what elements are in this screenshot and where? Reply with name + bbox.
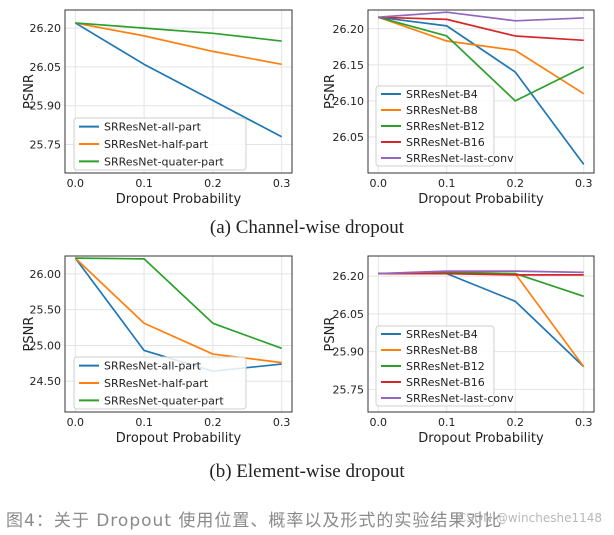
y-tick-label: 25.00 — [30, 339, 62, 352]
x-tick-label: 0.0 — [370, 416, 388, 429]
series-line-srresnet-b16 — [378, 272, 584, 276]
x-axis-label: Dropout Probability — [116, 431, 242, 446]
legend-label: SRResNet-B16 — [406, 376, 485, 389]
plot-frame — [367, 9, 595, 174]
x-tick-label: 0.2 — [506, 177, 524, 190]
legend-label: SRResNet-quater-part — [104, 394, 224, 407]
x-tick-label: 0.1 — [135, 416, 153, 429]
y-tick-label: 26.10 — [333, 95, 365, 108]
y-tick-label: 26.20 — [333, 23, 365, 36]
legend-box — [73, 356, 247, 410]
x-tick-label: 0.0 — [67, 177, 85, 190]
y-tick-label: 25.90 — [30, 100, 62, 113]
legend-label: SRResNet-B4 — [406, 328, 478, 341]
legend-label: SRResNet-B8 — [406, 104, 478, 117]
series-line-srresnet-last-conv — [378, 11, 584, 22]
legend-label: SRResNet-last-conv — [406, 392, 514, 405]
legend-label: SRResNet-all-part — [104, 121, 202, 134]
y-axis-label: PSNR — [323, 317, 338, 352]
subfigure-caption-b: (b) Element-wise dropout — [209, 461, 405, 482]
legend-label: SRResNet-B12 — [406, 120, 485, 133]
y-axis-label: PSNR — [22, 74, 37, 109]
y-tick-label: 26.05 — [333, 308, 365, 321]
y-tick-label: 25.90 — [333, 346, 365, 359]
y-tick-label: 26.05 — [30, 61, 62, 74]
x-tick-label: 0.2 — [506, 416, 524, 429]
chart-channel-blocks: 0.0 0.1 0.2 0.3 26.05 26.10 26.15 26.20 Dropout … — [323, 9, 595, 207]
x-tick-label: 0.3 — [273, 416, 291, 429]
x-tick-label: 0.0 — [370, 177, 388, 190]
chart-channel-all-quarter: 0.0 0.1 0.2 0.3 25.75 25.90 26.05 26.20 Dropout … — [22, 9, 293, 207]
plot-frame — [367, 255, 595, 413]
y-axis-label: PSNR — [22, 317, 37, 352]
series-line-srresnet-half-part — [74, 257, 282, 364]
y-tick-label: 25.75 — [333, 383, 365, 396]
x-tick-label: 0.0 — [67, 416, 85, 429]
x-axis-label: Dropout Probability — [116, 192, 242, 207]
y-tick-label: 25.50 — [30, 304, 62, 317]
x-axis-label: Dropout Probability — [418, 192, 544, 207]
legend-box — [375, 85, 495, 167]
x-tick-label: 0.3 — [273, 177, 291, 190]
chart-element-blocks: 0.0 0.1 0.2 0.3 25.75 25.90 26.05 26.20 Dropout … — [323, 255, 595, 446]
x-tick-label: 0.1 — [135, 177, 153, 190]
legend-label: SRResNet-B8 — [406, 344, 478, 357]
y-tick-label: 26.20 — [30, 22, 62, 35]
y-tick-label: 25.75 — [30, 139, 62, 152]
y-tick-label: 26.00 — [30, 268, 62, 281]
x-tick-label: 0.2 — [204, 416, 222, 429]
y-tick-label: 24.50 — [30, 375, 62, 388]
y-axis-label: PSNR — [323, 74, 338, 109]
series-line-srresnet-b8 — [377, 16, 585, 95]
series-line-srresnet-b4 — [378, 16, 585, 165]
series-line-srresnet-half-part — [75, 22, 282, 66]
series-line-srresnet-b12 — [378, 16, 585, 102]
legend-label: SRResNet-all-part — [104, 360, 202, 373]
x-tick-label: 0.2 — [204, 177, 222, 190]
x-axis-label: Dropout Probability — [418, 431, 544, 446]
chart-element-all-quarter: 0.0 0.1 0.2 0.3 24.50 25.00 25.50 26.00 Dropout … — [22, 255, 293, 446]
series-line-srresnet-b16 — [378, 16, 584, 42]
series-line-srresnet-quater-part — [75, 22, 282, 42]
series-line-srresnet-quater-part — [75, 257, 282, 350]
figure-caption: 图4：关于 Dropout 使用位置、概率以及形式的实验结果对比 — [6, 511, 503, 531]
series-line-srresnet-last-conv — [378, 270, 584, 275]
subfigure-caption-a: (a) Channel-wise dropout — [209, 217, 405, 238]
series-line-srresnet-all-part — [74, 22, 283, 138]
series-line-srresnet-all-part — [74, 257, 282, 373]
x-tick-label: 0.1 — [438, 177, 456, 190]
legend-box — [375, 325, 495, 407]
watermark: CSDN @wincheshe1148 — [457, 511, 602, 525]
y-tick-label: 26.20 — [333, 270, 365, 283]
legend-box — [73, 117, 247, 171]
plot-frame — [64, 255, 293, 413]
legend-label: SRResNet-last-conv — [406, 152, 514, 165]
x-tick-label: 0.1 — [438, 416, 456, 429]
y-tick-label: 26.05 — [333, 131, 365, 144]
legend-label: SRResNet-B4 — [406, 88, 478, 101]
plot-frame — [64, 9, 293, 174]
legend-label: SRResNet-B12 — [406, 360, 485, 373]
legend-label: SRResNet-B16 — [406, 136, 485, 149]
x-tick-label: 0.3 — [575, 416, 593, 429]
legend-label: SRResNet-half-part — [104, 377, 209, 390]
y-tick-label: 26.15 — [333, 59, 365, 72]
legend-label: SRResNet-quater-part — [104, 155, 224, 168]
x-tick-label: 0.3 — [575, 177, 593, 190]
legend-label: SRResNet-half-part — [104, 138, 209, 151]
